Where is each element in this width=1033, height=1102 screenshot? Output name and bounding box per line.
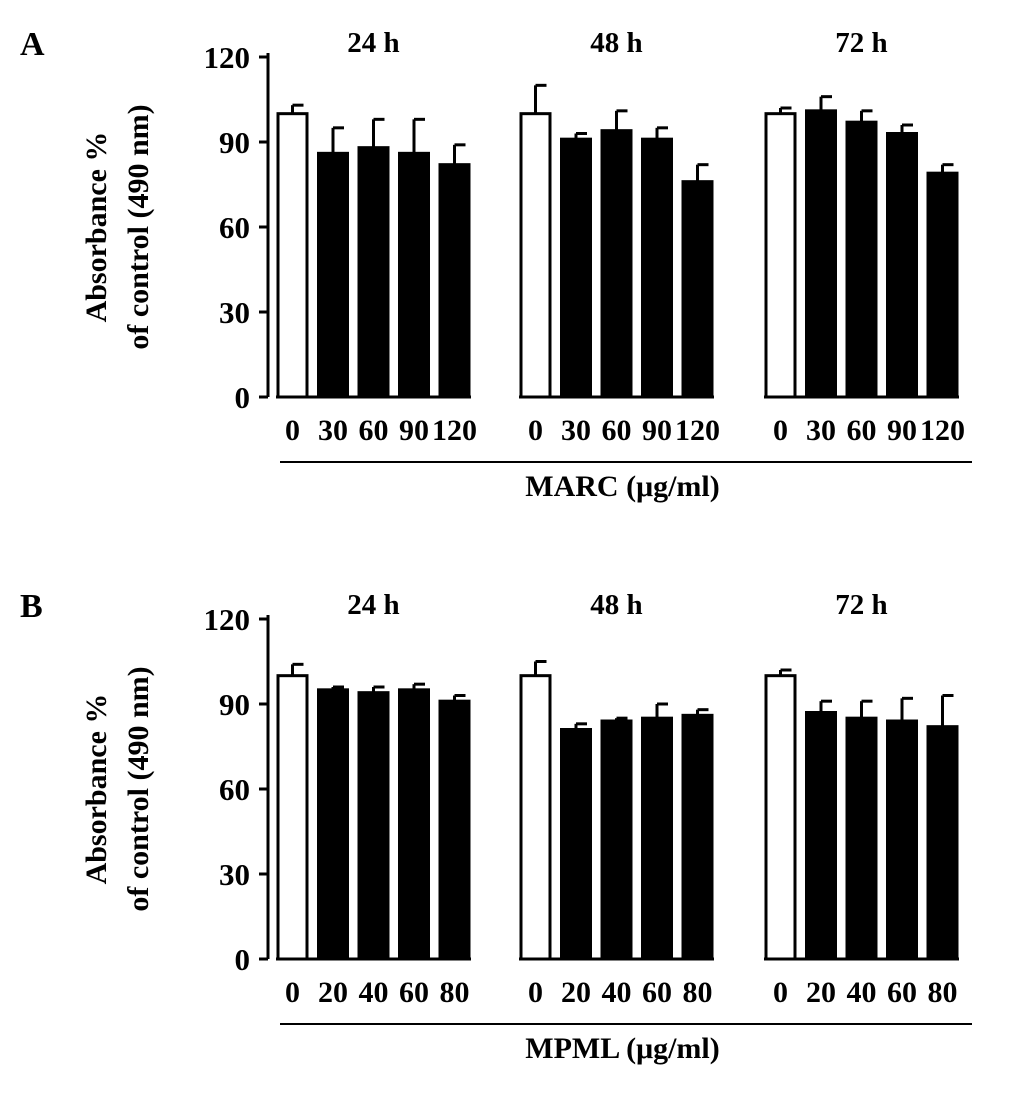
- panel-a-category-label: 90: [887, 414, 917, 447]
- panel-b-category-label: 0: [773, 976, 788, 1009]
- panel-b-control-bar: [764, 674, 797, 961]
- panel-b-category-label: 60: [887, 976, 917, 1009]
- panel-b-x-axis-title: MPML (μg/ml): [525, 1032, 720, 1065]
- panel-b-category-label: 60: [399, 976, 429, 1009]
- panel-a-y-tick-label: 30: [219, 295, 250, 330]
- panel-b-control-bar: [519, 674, 552, 961]
- panel-a-control-bar: [519, 112, 552, 399]
- panel-a-group-title: 48 h: [590, 27, 642, 59]
- panel-a-treated-bar: [357, 146, 390, 399]
- panel-b-category-label: 0: [285, 976, 300, 1009]
- panel-a-x-axis-title: MARC (μg/ml): [525, 470, 720, 503]
- panel-a-treated-bar: [600, 129, 633, 399]
- panel-a-treated-bar: [926, 171, 959, 399]
- panel-b-treated-bar: [886, 719, 918, 961]
- panel-a-treated-bar: [845, 120, 878, 399]
- panel-a-control-bar: [276, 112, 309, 399]
- panel-a-control-bar: [764, 112, 797, 399]
- panel-b-category-label: 80: [440, 976, 470, 1009]
- panel-a-category-label: 60: [359, 414, 389, 447]
- panel-a-category-label: 30: [806, 414, 836, 447]
- panel-b-category-label: 40: [359, 976, 389, 1009]
- panel-a-treated-bar: [560, 137, 592, 399]
- panel-a: A Absorbance % of control (490 nm) 0 30 60…: [0, 0, 1033, 540]
- panel-b-treated-bar: [845, 716, 878, 961]
- panel-b-category-label: 80: [928, 976, 958, 1009]
- panel-b-category-label: 80: [683, 976, 713, 1009]
- panel-b-y-tick-label: 0: [235, 942, 251, 977]
- panel-a-category-label: 0: [528, 414, 543, 447]
- panel-a-letter: A: [20, 26, 45, 63]
- panel-b-letter: B: [20, 588, 43, 625]
- panel-b-category-label: 40: [847, 976, 877, 1009]
- panel-a-group-title: 24 h: [347, 27, 399, 59]
- panel-a-category-label: 0: [285, 414, 300, 447]
- panel-a-treated-bar: [805, 109, 837, 399]
- panel-a-category-label: 30: [318, 414, 348, 447]
- panel-b-y-tick-label: 60: [219, 772, 250, 807]
- panel-b-bar-chart: 0 30 60 90 120 24 h 0 20 40 60 80 48 h 0 20 40 60 80 72 h…: [204, 589, 972, 1025]
- panel-b-category-label: 20: [561, 976, 591, 1009]
- panel-b-category-label: 20: [318, 976, 348, 1009]
- panel-b-treated-bar: [926, 725, 959, 961]
- panel-b-control-bar: [276, 674, 309, 961]
- panel-b-group-title: 72 h: [835, 589, 887, 621]
- panel-a-treated-bar: [641, 137, 673, 399]
- panel-a-treated-bar: [438, 163, 471, 399]
- panel-a-treated-bar: [317, 151, 349, 399]
- panel-a-y-tick-label: 90: [219, 125, 250, 160]
- panel-b-y-tick-label: 30: [219, 857, 250, 892]
- panel-b-group-title: 24 h: [347, 589, 399, 621]
- panel-a-category-label: 60: [602, 414, 632, 447]
- panel-a-treated-bar: [886, 132, 918, 399]
- panel-b-treated-bar: [357, 691, 390, 961]
- panel-a-category-label: 120: [432, 414, 477, 447]
- panel-a-y-tick-label: 60: [219, 210, 250, 245]
- panel-a-category-label: 0: [773, 414, 788, 447]
- panel-b-treated-bar: [398, 688, 430, 961]
- panel-b-group-title: 48 h: [590, 589, 642, 621]
- panel-a-y-tick-label: 0: [235, 380, 251, 415]
- panel-a-treated-bar: [398, 151, 430, 399]
- panel-a-category-label: 90: [642, 414, 672, 447]
- panel-b-treated-bar: [681, 713, 714, 961]
- panel-b-category-label: 60: [642, 976, 672, 1009]
- panel-a-treated-bar: [681, 180, 714, 399]
- panel-b-treated-bar: [438, 699, 471, 961]
- panel-b-y-tick-label: 90: [219, 687, 250, 722]
- panel-a-category-label: 60: [847, 414, 877, 447]
- panel-a-category-label: 120: [920, 414, 965, 447]
- panel-b-treated-bar: [805, 711, 837, 961]
- panel-b: B Absorbance % of control (490 nm) 0 30 60…: [0, 562, 1033, 1102]
- panel-b-category-label: 20: [806, 976, 836, 1009]
- panel-b-category-label: 40: [602, 976, 632, 1009]
- panel-a-category-label: 120: [675, 414, 720, 447]
- panel-b-category-label: 0: [528, 976, 543, 1009]
- panel-b-treated-bar: [600, 719, 633, 961]
- panel-b-treated-bar: [641, 716, 673, 961]
- panel-a-category-label: 30: [561, 414, 591, 447]
- panel-a-y-tick-label: 120: [204, 40, 251, 75]
- panel-b-treated-bar: [317, 688, 349, 961]
- panel-a-group-title: 72 h: [835, 27, 887, 59]
- panel-a-category-label: 90: [399, 414, 429, 447]
- panel-b-y-tick-label: 120: [204, 602, 251, 637]
- panel-b-treated-bar: [560, 728, 592, 961]
